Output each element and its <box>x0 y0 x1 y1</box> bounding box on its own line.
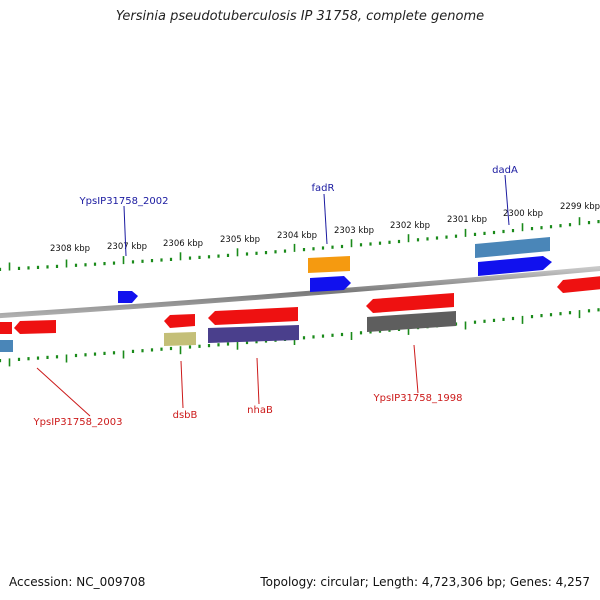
gene-red-right[interactable] <box>366 293 454 313</box>
gene-dsbb[interactable] <box>164 332 196 346</box>
kbp-label: 2305 kbp <box>220 235 260 245</box>
label-dada[interactable]: dadA <box>492 165 518 176</box>
leader-fadr <box>323 193 328 245</box>
gene-dada[interactable] <box>478 256 552 276</box>
label-dsbb[interactable]: dsbB <box>173 410 198 421</box>
lower-tick-row <box>0 308 600 367</box>
label-ypsip31758-1998[interactable]: YpsIP31758_1998 <box>373 393 463 404</box>
kbp-label: 2302 kbp <box>390 221 430 231</box>
gene-red-left-1[interactable] <box>0 322 12 334</box>
gene-ypsip31758-2002[interactable] <box>118 291 138 303</box>
topology-text: Topology: circular; Length: 4,723,306 bp… <box>260 575 590 589</box>
leader-ypsip31758-2002 <box>123 205 127 257</box>
kbp-scale: 2308 kbp 2307 kbp 2306 kbp 2305 kbp 2304… <box>50 202 600 254</box>
leader-dsbb <box>180 360 184 409</box>
label-fadr[interactable]: fadR <box>312 183 335 194</box>
upper-tick-row <box>0 217 600 271</box>
gene-labels: YpsIP31758_2002 fadR dadA YpsIP31758_200… <box>33 165 518 428</box>
gene-steel-left[interactable] <box>0 340 13 352</box>
gene-dsbb-red[interactable] <box>164 314 195 328</box>
kbp-label: 2308 kbp <box>50 244 90 254</box>
gene-dada-upper[interactable] <box>475 237 550 258</box>
label-ypsip31758-2003[interactable]: YpsIP31758_2003 <box>33 417 123 428</box>
gene-red-far-right[interactable] <box>557 276 600 293</box>
map-title: Yersinia pseudotuberculosis IP 31758, co… <box>115 9 485 24</box>
kbp-label: 2301 kbp <box>447 215 487 225</box>
kbp-label: 2299 kbp <box>560 202 600 212</box>
leader-dada <box>504 174 510 226</box>
gene-ypsip31758-1998[interactable] <box>367 311 456 332</box>
gene-nhab[interactable] <box>208 325 299 343</box>
kbp-label: 2303 kbp <box>334 226 374 236</box>
accession-text: Accession: NC_009708 <box>9 575 146 589</box>
gene-leaders <box>36 174 510 417</box>
kbp-label: 2306 kbp <box>163 239 203 249</box>
reverse-strand-genes <box>0 276 600 352</box>
gene-fadr[interactable] <box>310 276 351 292</box>
gene-fadr-upper[interactable] <box>308 256 350 273</box>
kbp-label: 2304 kbp <box>277 231 317 241</box>
gene-ypsip31758-2003[interactable] <box>14 320 56 334</box>
leader-ypsip31758-1998 <box>413 344 419 394</box>
kbp-label: 2300 kbp <box>503 209 543 219</box>
leader-ypsip31758-2003 <box>36 367 91 417</box>
label-ypsip31758-2002[interactable]: YpsIP31758_2002 <box>79 196 169 207</box>
genome-backbone <box>0 265 600 319</box>
kbp-label: 2307 kbp <box>107 242 147 252</box>
forward-strand-genes <box>118 237 552 303</box>
gene-red-mid[interactable] <box>208 307 298 325</box>
leader-nhab <box>256 357 260 405</box>
label-nhab[interactable]: nhaB <box>247 405 273 416</box>
